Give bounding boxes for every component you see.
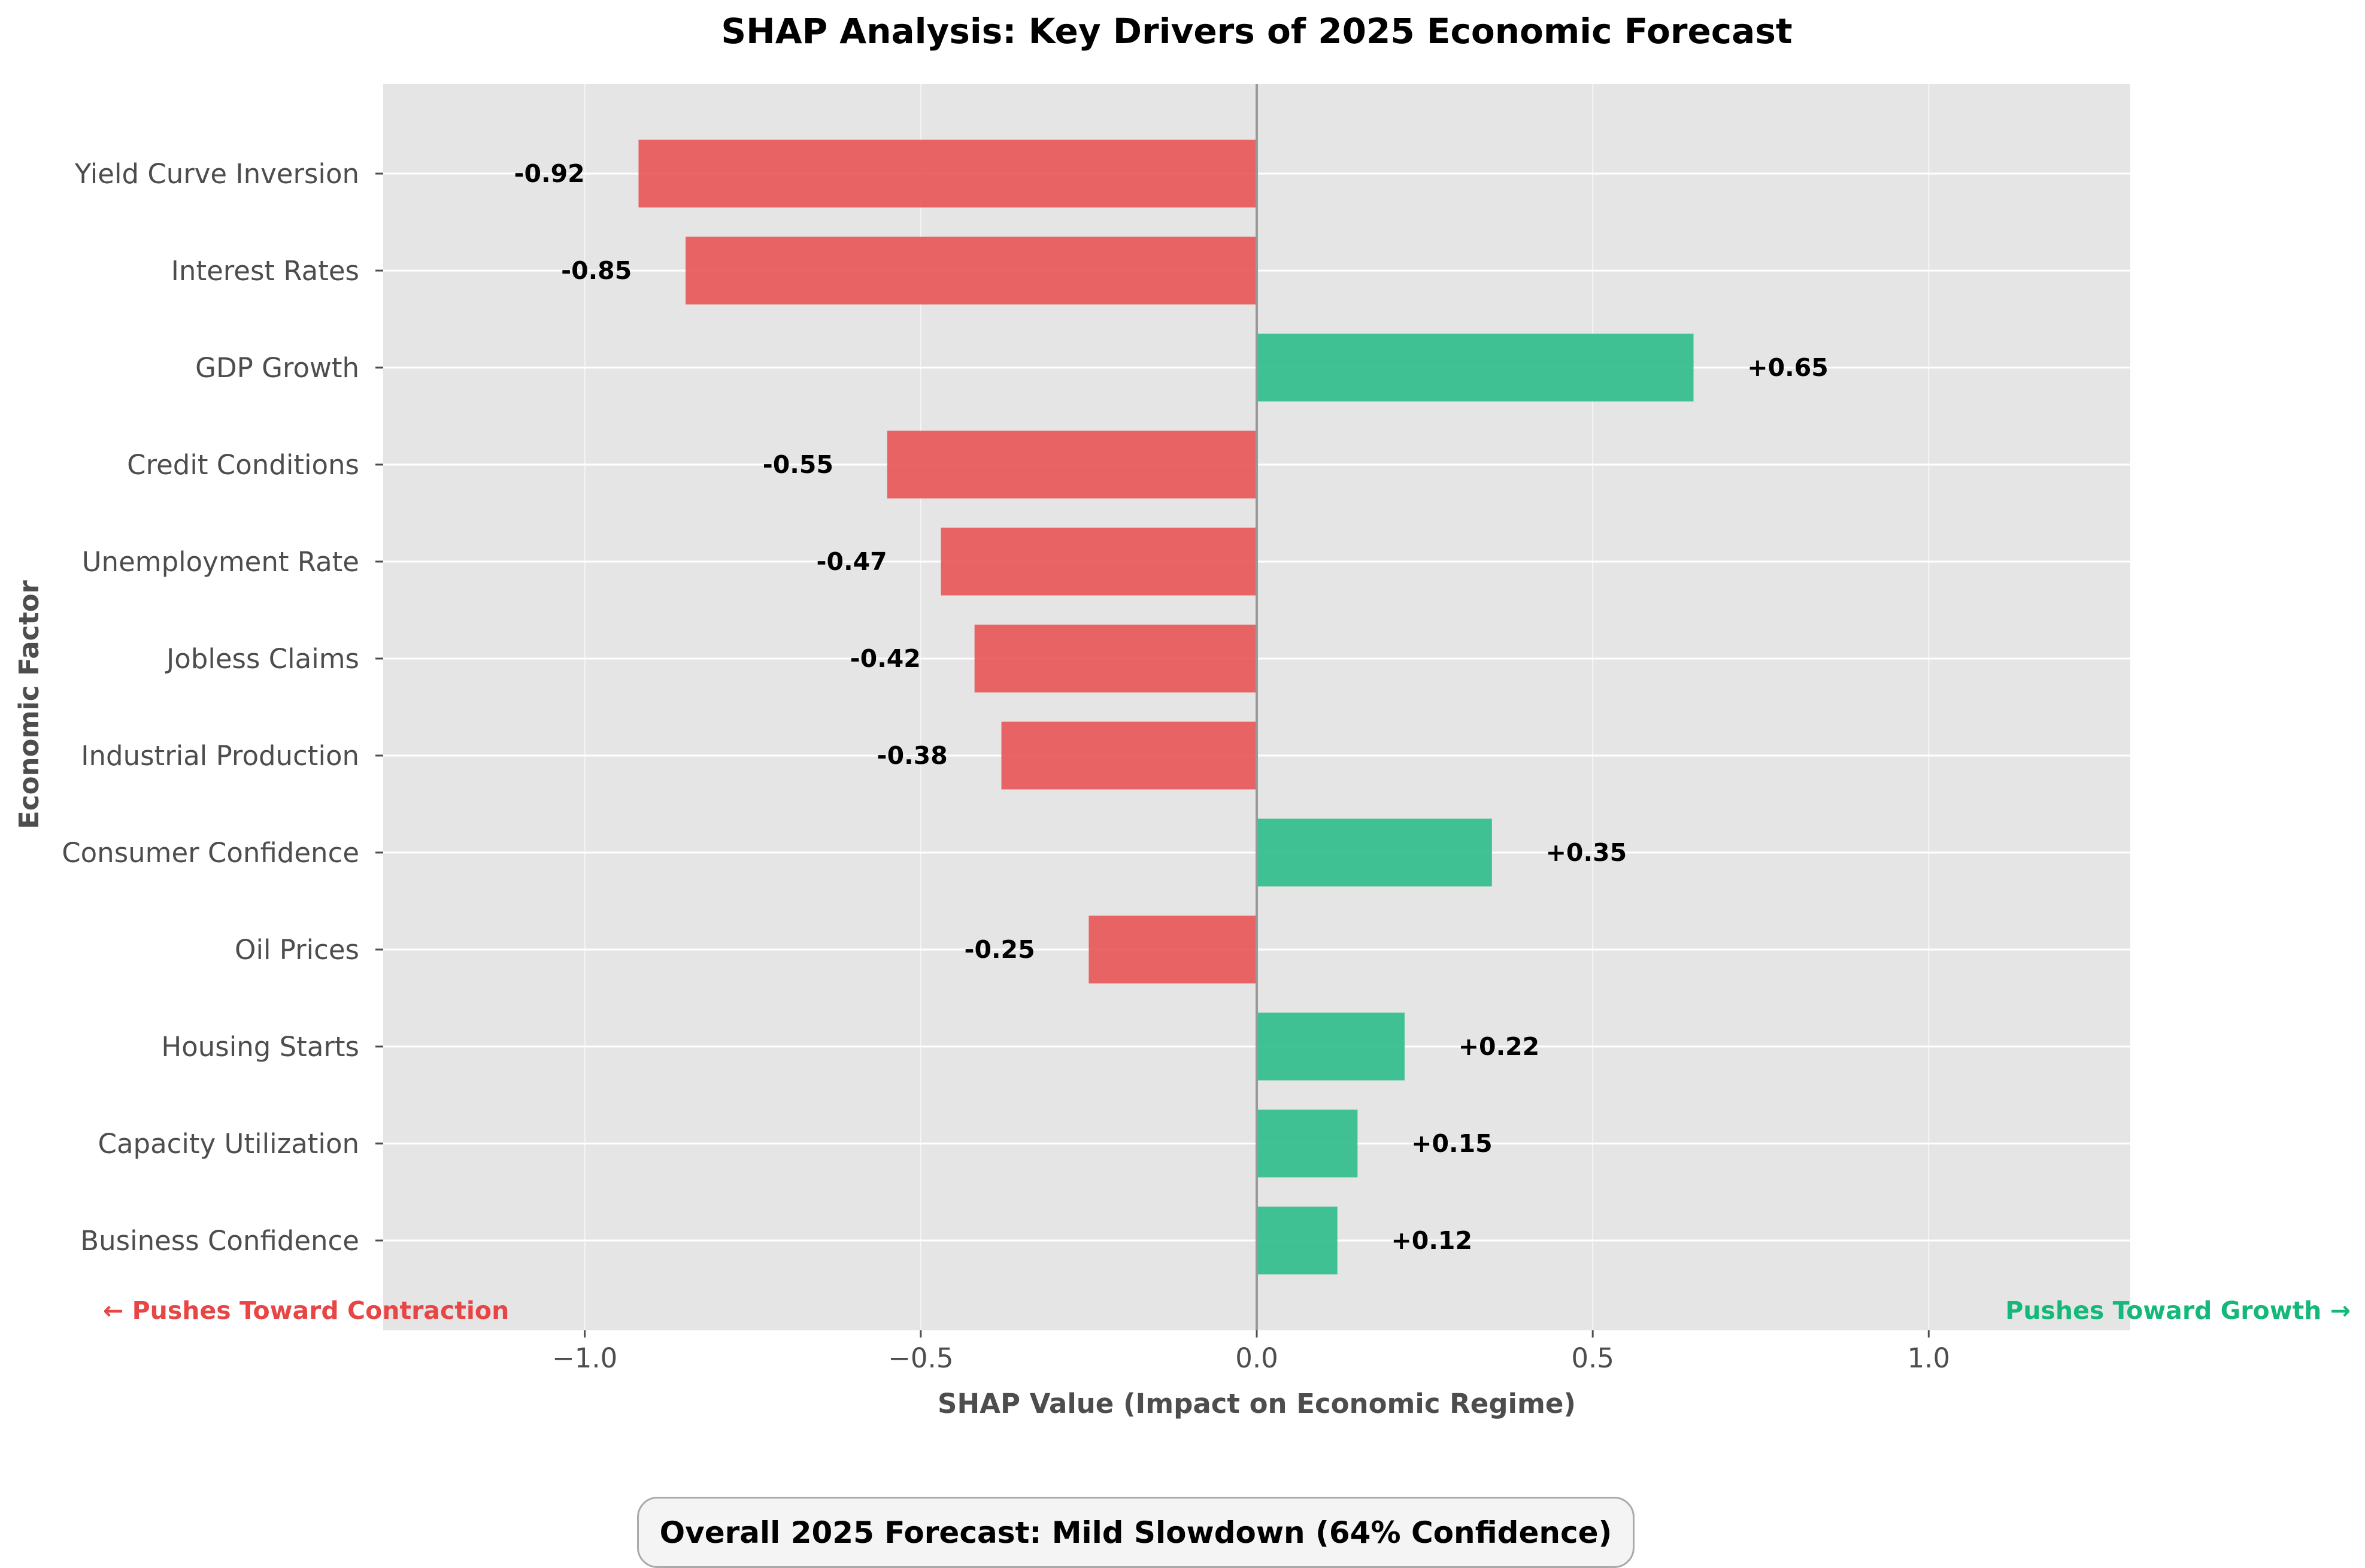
category-label: Credit Conditions	[127, 449, 359, 481]
bar-value-label: -0.47	[817, 547, 887, 576]
y-axis-label: Economic Factor	[13, 580, 45, 829]
x-tick-label: −0.5	[888, 1342, 953, 1374]
bar-value-label: -0.25	[964, 935, 1035, 964]
bar	[941, 527, 1257, 596]
category-label: Jobless Claims	[165, 643, 359, 675]
bar-value-label: +0.15	[1411, 1129, 1493, 1158]
bar-value-label: -0.38	[877, 741, 948, 770]
bar	[974, 624, 1257, 693]
x-tick-label: 1.0	[1908, 1342, 1951, 1374]
bars	[638, 139, 1694, 1275]
contraction-annotation: ← Pushes Toward Contraction	[103, 1296, 509, 1325]
x-tick-label: 0.5	[1571, 1342, 1614, 1374]
bar-value-label: +0.12	[1391, 1226, 1472, 1255]
bar	[686, 236, 1257, 305]
bar	[1257, 1012, 1405, 1081]
bar-value-label: -0.92	[514, 159, 585, 188]
y-axis: Yield Curve Inversion Interest Rates GDP G…	[62, 158, 383, 1257]
bar-value-label: +0.65	[1747, 353, 1829, 382]
bar	[1257, 333, 1694, 402]
bar-value-label: +0.22	[1459, 1032, 1540, 1061]
category-label: Business Confidence	[80, 1225, 359, 1257]
category-label: Housing Starts	[161, 1031, 359, 1063]
category-label: Interest Rates	[171, 255, 359, 287]
bar-value-label: -0.55	[763, 450, 833, 479]
growth-annotation: Pushes Toward Growth →	[2005, 1296, 2351, 1325]
bar	[1088, 915, 1257, 984]
forecast-summary-box: Overall 2025 Forecast: Mild Slowdown (64…	[637, 1497, 1635, 1568]
x-axis: −1.0 −0.5 0.0 0.5 1.0	[552, 1330, 1950, 1374]
bar	[1257, 818, 1492, 887]
category-label: GDP Growth	[195, 352, 359, 384]
chart-title: SHAP Analysis: Key Drivers of 2025 Econo…	[721, 11, 1792, 51]
bar	[1257, 1206, 1338, 1275]
category-label: Yield Curve Inversion	[74, 158, 359, 190]
forecast-summary-text: Overall 2025 Forecast: Mild Slowdown (64…	[659, 1515, 1612, 1550]
x-axis-label: SHAP Value (Impact on Economic Regime)	[938, 1388, 1576, 1420]
category-label: Unemployment Rate	[82, 546, 359, 578]
bar-value-label: -0.42	[850, 644, 921, 673]
category-label: Consumer Confidence	[62, 837, 359, 869]
x-tick-label: −1.0	[552, 1342, 617, 1374]
category-label: Oil Prices	[235, 934, 359, 966]
bar-value-label: +0.35	[1546, 838, 1627, 867]
bar	[887, 430, 1257, 499]
bar	[638, 139, 1257, 208]
value-labels: -0.92 -0.85 +0.65 -0.55 -0.47 -0.42 -0.38 +0.35…	[514, 159, 1829, 1255]
bar-value-label: -0.85	[561, 256, 632, 285]
category-label: Industrial Production	[81, 740, 359, 772]
x-tick-label: 0.0	[1235, 1342, 1278, 1374]
bar	[1257, 1109, 1358, 1178]
category-label: Capacity Utilization	[98, 1128, 359, 1160]
bar	[1001, 721, 1257, 790]
